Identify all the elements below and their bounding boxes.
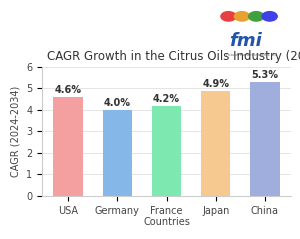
Bar [250, 82, 280, 196]
Text: 4.2%: 4.2% [153, 94, 180, 104]
Y-axis label: CAGR (2024-2034): CAGR (2024-2034) [11, 86, 20, 177]
Text: 4.9%: 4.9% [202, 79, 229, 89]
Circle shape [262, 12, 277, 21]
Bar [103, 110, 132, 196]
Bar [53, 97, 83, 196]
Text: 4.6%: 4.6% [55, 85, 82, 95]
Text: fmi: fmi [229, 32, 262, 49]
Bar [201, 91, 230, 196]
Text: 5.3%: 5.3% [251, 70, 278, 80]
Text: 4.0%: 4.0% [104, 98, 131, 108]
Text: Future Market Insights Inc.: Future Market Insights Inc. [226, 53, 278, 57]
Circle shape [221, 12, 236, 21]
Text: CAGR Growth in the Citrus Oils Industry (2024-2034): CAGR Growth in the Citrus Oils Industry … [47, 50, 300, 63]
Circle shape [234, 12, 250, 21]
Bar [152, 106, 181, 196]
Circle shape [249, 12, 264, 21]
